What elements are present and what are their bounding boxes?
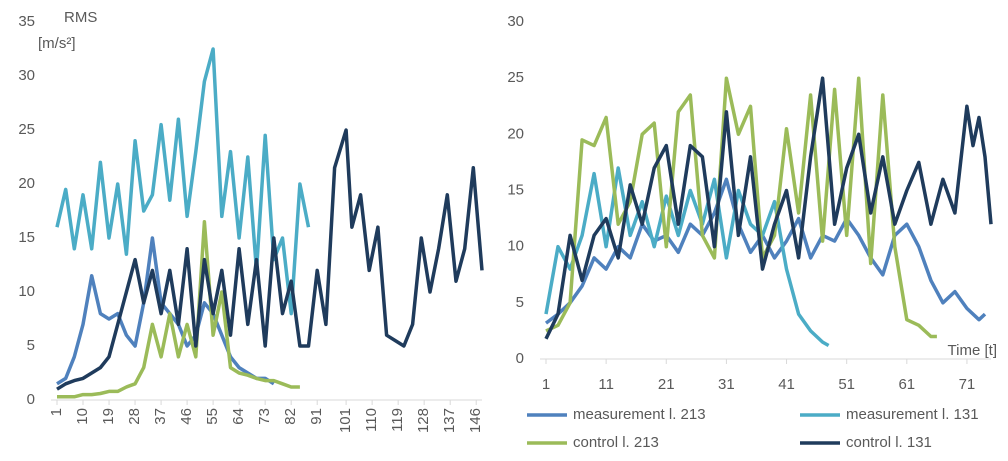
x-tick-label: 146 xyxy=(467,408,484,433)
x-tick-label: 101 xyxy=(337,408,354,433)
y-tick-label: 25 xyxy=(507,69,524,86)
y-tick-label: 0 xyxy=(516,350,524,367)
x-tick-label: 55 xyxy=(204,408,221,425)
y-tick-label: 5 xyxy=(516,294,524,311)
x-tick-label: 10 xyxy=(74,408,91,425)
y-tick-label: 30 xyxy=(18,67,35,84)
x-tick-label: 28 xyxy=(126,408,143,425)
x-tick-label: 11 xyxy=(598,376,614,393)
legend-label: measurement l. 213 xyxy=(573,406,706,423)
x-tick-label: 91 xyxy=(308,408,325,425)
y-tick-label: 10 xyxy=(18,283,35,300)
x-tick-label: 41 xyxy=(778,376,795,393)
y-tick-label: 30 xyxy=(507,13,524,30)
x-tick-label: 137 xyxy=(441,408,458,433)
y-axis-label: RMS xyxy=(64,9,97,26)
x-tick-label: 46 xyxy=(178,408,195,425)
x-tick-label: 37 xyxy=(152,408,169,425)
y-axis-label: [m/s²] xyxy=(38,35,76,52)
x-tick-label: 82 xyxy=(282,408,299,425)
legend-label: measurement l. 131 xyxy=(846,406,979,423)
y-tick-label: 35 xyxy=(18,13,35,30)
x-tick-label: 119 xyxy=(389,408,406,432)
x-tick-label: 61 xyxy=(898,376,915,393)
x-tick-label: 21 xyxy=(658,376,675,393)
x-tick-label: 19 xyxy=(100,408,117,425)
y-tick-label: 20 xyxy=(18,175,35,192)
legend-label: control l. 213 xyxy=(573,434,659,451)
x-tick-label: 110 xyxy=(363,408,380,432)
line-series xyxy=(57,220,300,399)
line-series xyxy=(56,128,484,391)
y-tick-label: 15 xyxy=(18,229,35,246)
y-tick-label: 10 xyxy=(507,238,524,255)
x-tick-label: 128 xyxy=(415,408,432,433)
line-series xyxy=(544,166,830,348)
x-axis-label: Time [t] xyxy=(948,342,997,359)
x-tick-label: 51 xyxy=(838,376,855,393)
line-series xyxy=(56,236,275,386)
x-tick-label: 64 xyxy=(230,408,247,425)
y-tick-label: 0 xyxy=(27,391,35,408)
x-tick-label: 71 xyxy=(959,376,976,393)
line-series xyxy=(55,47,311,316)
line-series xyxy=(544,76,993,340)
y-tick-label: 15 xyxy=(507,181,524,198)
x-tick-label: 31 xyxy=(718,376,735,393)
y-tick-label: 25 xyxy=(18,121,35,138)
x-tick-label: 73 xyxy=(256,408,273,425)
y-tick-label: 20 xyxy=(507,125,524,142)
x-tick-label: 1 xyxy=(48,408,65,416)
x-tick-label: 1 xyxy=(542,376,550,393)
legend-label: control l. 131 xyxy=(846,434,932,451)
y-tick-label: 5 xyxy=(27,337,35,354)
